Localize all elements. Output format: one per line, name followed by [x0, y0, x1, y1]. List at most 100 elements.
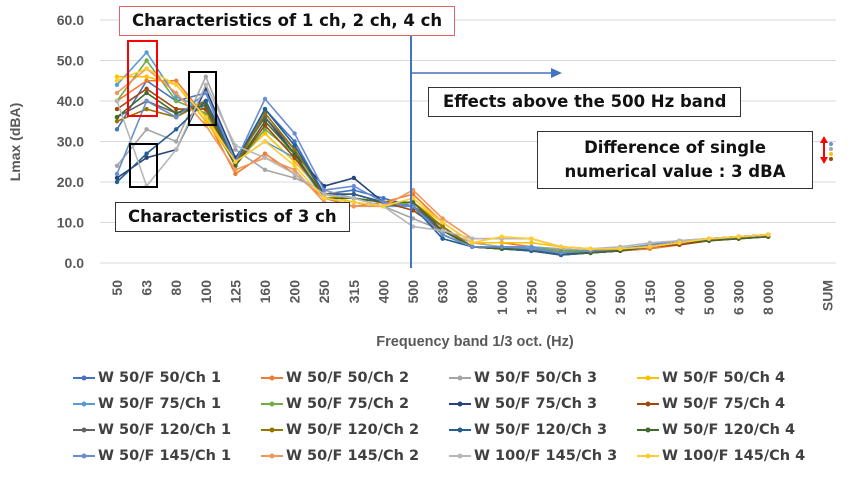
- data-point: [174, 98, 179, 104]
- data-point: [174, 115, 179, 120]
- data-point: [381, 196, 386, 201]
- legend-swatch: [449, 375, 471, 381]
- data-point: [618, 246, 623, 252]
- x-tick-label: 1 000: [494, 280, 510, 315]
- x-tick-label: 8 000: [760, 280, 776, 315]
- data-point: [114, 82, 120, 88]
- legend-swatch: [261, 427, 283, 433]
- x-tick-label: 80: [168, 280, 184, 296]
- annotation-difference-line2: numerical value : 3 dBA: [564, 162, 786, 181]
- y-tick-label: 20.0: [57, 174, 84, 190]
- x-tick-label: 63: [139, 280, 155, 296]
- x-tick-label: 1 250: [523, 280, 539, 315]
- data-point: [114, 78, 120, 83]
- data-point: [558, 244, 564, 249]
- data-point: [292, 159, 297, 164]
- data-point: [322, 191, 327, 197]
- series-lines: [114, 50, 771, 258]
- legend-label: W 50/F 50/Ch 2: [286, 370, 410, 386]
- data-point: [144, 74, 149, 79]
- data-point: [736, 234, 741, 239]
- data-point: [174, 127, 179, 132]
- red-box-63hz: [127, 40, 158, 117]
- legend-item: W 50/F 75/Ch 4: [636, 396, 785, 412]
- legend-item: W 50/F 50/Ch 4: [636, 370, 785, 386]
- legend-item: W 50/F 145/Ch 1: [72, 448, 231, 464]
- legend-swatch: [73, 427, 95, 433]
- legend-swatch: [637, 401, 659, 407]
- legend-item: W 50/F 50/Ch 1: [72, 370, 221, 386]
- data-point: [203, 115, 208, 120]
- annotation-difference: Difference of single numerical value : 3…: [537, 131, 813, 189]
- data-point: [203, 98, 208, 104]
- data-point: [440, 236, 445, 241]
- data-point: [499, 244, 504, 249]
- data-point: [766, 232, 771, 237]
- data-point: [262, 131, 268, 136]
- data-point: [292, 171, 297, 177]
- data-point: [114, 175, 120, 181]
- annotation-difference-line1: Difference of single: [584, 138, 766, 157]
- x-tick-label: 800: [464, 280, 480, 304]
- data-point: [292, 175, 297, 181]
- data-point: [144, 66, 149, 71]
- data-point: [174, 90, 179, 96]
- data-point: [647, 244, 652, 249]
- data-point: [144, 50, 149, 55]
- data-point: [677, 240, 682, 245]
- difference-indicator-icon: [820, 136, 833, 164]
- legend-item: W 50/F 75/Ch 3: [448, 396, 597, 412]
- data-point: [440, 224, 445, 229]
- legend-swatch: [449, 401, 471, 407]
- legend-label: W 50/F 75/Ch 1: [98, 396, 222, 412]
- legend-item: W 50/F 120/Ch 2: [260, 422, 419, 438]
- data-point: [262, 96, 268, 102]
- x-tick-label: 2 000: [583, 280, 599, 315]
- x-tick-label: 1 600: [553, 280, 569, 315]
- data-point: [440, 228, 445, 233]
- legend-swatch: [261, 453, 283, 459]
- data-point: [262, 119, 268, 124]
- data-point: [114, 98, 120, 104]
- y-tick-label: 50.0: [57, 53, 84, 69]
- legend-label: W 50/F 145/Ch 2: [286, 448, 420, 464]
- data-point: [262, 167, 268, 173]
- data-point: [262, 106, 268, 112]
- series-w-100-f-145-ch-4: [114, 66, 771, 252]
- data-point: [292, 163, 297, 168]
- data-point: [174, 110, 179, 116]
- data-point: [647, 240, 652, 245]
- data-point: [174, 94, 179, 100]
- data-point: [292, 131, 297, 136]
- data-point: [351, 191, 356, 197]
- data-point: [233, 147, 238, 152]
- legend-item: W 50/F 120/Ch 4: [636, 422, 795, 438]
- x-tick-label: SUM: [819, 280, 835, 311]
- y-tick-label: 60.0: [57, 12, 84, 28]
- legend-item: W 50/F 120/Ch 3: [448, 422, 607, 438]
- y-tick-label: 0.0: [65, 255, 85, 271]
- legend-label: W 50/F 120/Ch 2: [286, 422, 420, 438]
- legend-swatch: [261, 401, 283, 407]
- x-tick-label: 630: [435, 280, 451, 304]
- data-point: [203, 102, 208, 108]
- legend-swatch: [261, 375, 283, 381]
- data-point: [706, 236, 712, 241]
- data-point: [470, 244, 475, 249]
- data-point: [292, 139, 297, 144]
- data-point: [114, 115, 120, 120]
- legend-item: W 50/F 145/Ch 2: [260, 448, 419, 464]
- data-point: [174, 147, 179, 152]
- y-axis-ticks: 0.0 10.0 20.0 30.0 40.0 50.0 60.0: [57, 12, 84, 271]
- data-point: [262, 151, 268, 156]
- legend-label: W 100/F 145/Ch 4: [662, 448, 806, 464]
- annotation-ch3: Characteristics of 3 ch: [115, 202, 350, 232]
- legend-label: W 50/F 75/Ch 4: [662, 396, 786, 412]
- data-point: [144, 86, 149, 92]
- x-tick-label: 200: [287, 280, 303, 304]
- legend-swatch: [73, 401, 95, 407]
- data-point: [144, 155, 149, 160]
- legend-swatch: [637, 375, 659, 381]
- data-point: [262, 127, 268, 132]
